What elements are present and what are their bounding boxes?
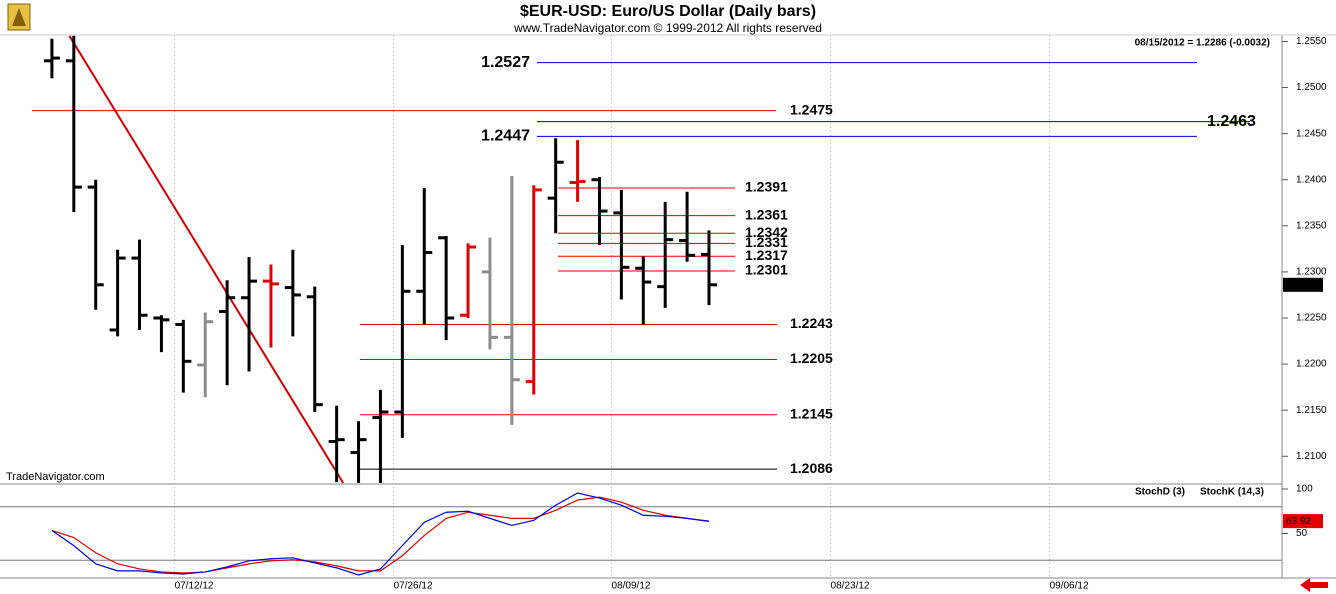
watermark: TradeNavigator.com	[6, 471, 105, 483]
level-label: 1.2145	[790, 405, 833, 421]
scroll-arrow[interactable]	[1300, 578, 1328, 592]
level-label: 1.2391	[745, 179, 788, 195]
level-label: 1.2331	[745, 234, 788, 250]
y-tick-label: 1.2400	[1296, 174, 1327, 185]
chart-subtitle: www.TradeNavigator.com © 1999-2012 All r…	[513, 21, 822, 35]
x-tick-label: 07/26/12	[394, 581, 433, 592]
stoch-line	[51, 496, 710, 574]
last-stoch-box	[1283, 514, 1323, 529]
level-label: 1.2463	[1207, 113, 1256, 130]
x-tick-label: 07/12/12	[175, 581, 214, 592]
level-label: 1.2475	[790, 101, 833, 117]
legend-entry: StochD (3)	[1135, 487, 1185, 498]
y-tick-label: 1.2550	[1296, 36, 1327, 47]
level-label: 1.2243	[790, 315, 833, 331]
level-label: 1.2527	[481, 54, 530, 71]
level-label: 1.2342	[745, 224, 788, 240]
trendline	[68, 35, 345, 484]
stoch-line	[51, 492, 710, 576]
level-label: 1.2086	[790, 460, 833, 476]
info-text: 08/15/2012 = 1.2286 (-0.0032)	[1135, 38, 1270, 49]
y-tick-label: 100	[1296, 484, 1313, 495]
logo	[7, 3, 31, 31]
level-label: 1.2447	[481, 128, 530, 145]
level-label: 1.2205	[790, 350, 833, 366]
y-tick-label: 50	[1296, 528, 1308, 539]
y-tick-label: 1.2350	[1296, 220, 1327, 231]
x-tick-label: 08/09/12	[612, 581, 651, 592]
y-tick-label: 1.2200	[1296, 359, 1327, 370]
legend-entry: StochK (14,3)	[1200, 487, 1264, 498]
level-label: 1.2317	[745, 247, 788, 263]
last-stoch-label: 63.92	[1286, 516, 1311, 527]
y-tick-label: 1.2300	[1296, 267, 1327, 278]
level-label: 1.2301	[745, 262, 788, 278]
x-tick-label: 08/23/12	[831, 581, 870, 592]
last-price-box	[1283, 277, 1323, 292]
y-tick-label: 1.2150	[1296, 405, 1327, 416]
last-price-label: 1.2286	[1286, 279, 1317, 290]
y-tick-label: 1.2500	[1296, 82, 1327, 93]
y-tick-label: 1.2250	[1296, 313, 1327, 324]
y-tick-label: 1.2450	[1296, 128, 1327, 139]
chart-title: $EUR-USD: Euro/US Dollar (Daily bars)	[520, 3, 816, 20]
y-tick-label: 1.2100	[1296, 451, 1327, 462]
level-label: 1.2361	[745, 206, 788, 222]
x-tick-label: 09/06/12	[1050, 581, 1089, 592]
